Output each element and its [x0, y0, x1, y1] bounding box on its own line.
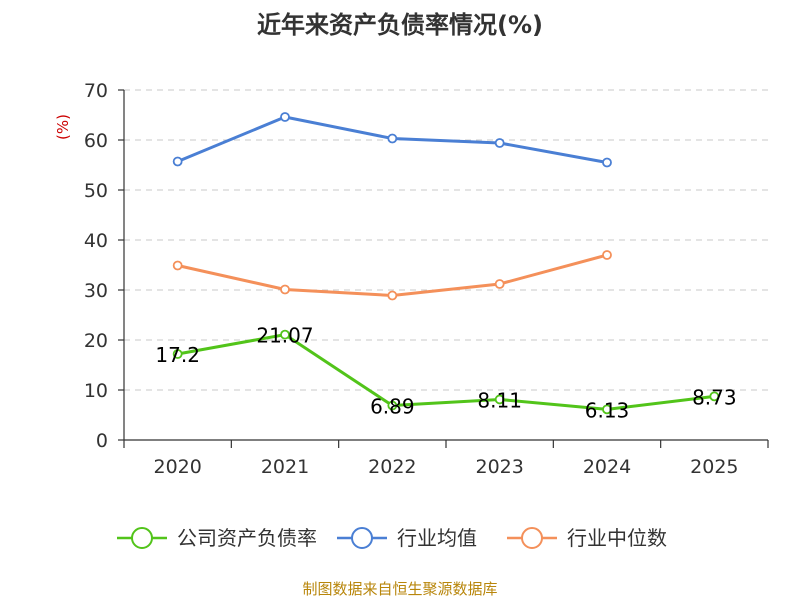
data-label-2025: 8.73 [692, 385, 737, 409]
data-label-2023: 8.11 [477, 388, 522, 412]
data-point-s2-2022[interactable] [387, 290, 398, 301]
data-point-s0-2022[interactable] [387, 400, 398, 411]
data-labels: 17.2 21.07 6.89 8.11 6.13 8.73 [155, 324, 736, 423]
legend-item-0[interactable]: 公司资产负债率 [117, 526, 317, 550]
legend-marker-1 [351, 527, 373, 549]
x-tick-label-2022: 2022 [368, 456, 416, 478]
y-tick-label-50: 50 [84, 180, 108, 202]
data-point-s1-2023[interactable] [494, 138, 505, 148]
axes: 0 10 20 30 40 50 60 70 2020 2021 2022 2023 2024 2025 [84, 80, 769, 478]
data-point-s2-2021[interactable] [280, 284, 290, 295]
x-tick-label-2020: 2020 [153, 456, 201, 478]
legend-item-2[interactable]: 行业中位数 [507, 526, 667, 550]
legend-label-2: 行业中位数 [567, 526, 667, 550]
data-label-2022: 6.89 [370, 395, 415, 419]
data-label-2021: 21.07 [256, 324, 313, 348]
series-lines [172, 112, 720, 415]
data-point-s1-2020[interactable] [172, 156, 183, 167]
data-point-s0-2023[interactable] [494, 394, 505, 405]
x-tick-label-2023: 2023 [475, 456, 523, 478]
data-point-s0-2021[interactable] [280, 329, 290, 340]
x-tick-label-2025: 2025 [690, 456, 738, 478]
y-tick-label-60: 60 [84, 130, 108, 152]
y-tick-label-30: 30 [84, 280, 108, 302]
data-point-s0-2020[interactable] [172, 349, 183, 359]
data-point-s2-2020[interactable] [172, 260, 183, 271]
x-tick-label-2024: 2024 [583, 456, 631, 478]
legend-item-1[interactable]: 行业均值 [337, 526, 477, 550]
data-point-s1-2024[interactable] [602, 157, 612, 168]
source-note: 制图数据来自恒生聚源数据库 [302, 580, 497, 598]
legend-marker-2 [521, 527, 543, 549]
data-label-2020: 17.2 [155, 343, 200, 367]
series-line-0 [177, 333, 715, 411]
data-point-s1-2022[interactable] [387, 133, 398, 144]
data-point-s1-2021[interactable] [280, 112, 290, 122]
legend-label-0: 公司资产负债率 [177, 526, 317, 550]
y-tick-label-0: 0 [96, 430, 108, 452]
y-tick-label-40: 40 [84, 230, 108, 252]
y-axis-label: (%) [54, 114, 72, 140]
legend: 公司资产负债率 行业均值 行业中位数 [117, 526, 667, 550]
y-tick-label-70: 70 [84, 80, 108, 102]
data-point-s2-2024[interactable] [602, 250, 612, 260]
data-point-s0-2025[interactable] [709, 391, 720, 402]
legend-marker-0 [131, 527, 153, 549]
data-point-s2-2023[interactable] [494, 279, 505, 289]
data-label-2024: 6.13 [585, 398, 630, 422]
chart-title: 近年来资产负债率情况(%) [257, 11, 543, 39]
y-tick-label-10: 10 [84, 380, 108, 402]
x-tick-label-2021: 2021 [261, 456, 309, 478]
legend-label-1: 行业均值 [397, 526, 477, 550]
y-tick-label-20: 20 [84, 330, 108, 352]
data-point-s0-2024[interactable] [602, 404, 612, 415]
series-line-2 [177, 253, 608, 297]
